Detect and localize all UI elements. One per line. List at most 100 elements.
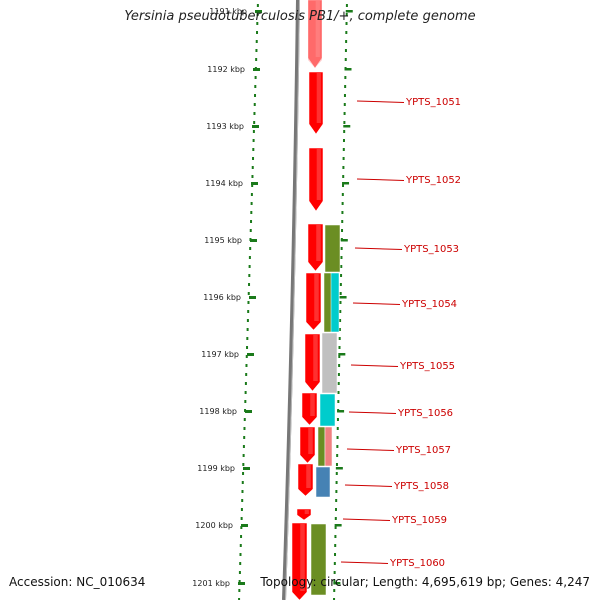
- cds-shading: [310, 394, 315, 416]
- cds-shading: [316, 149, 321, 200]
- ring-dot: [334, 535, 337, 538]
- cds-feature: [308, 71, 324, 135]
- gene-label: YPTS_1057: [395, 445, 451, 456]
- ruler-tick-label: 1198 kbp: [199, 407, 237, 416]
- ring-dot: [241, 499, 244, 502]
- gene-leader-line: [344, 484, 393, 487]
- ring-dot: [343, 121, 346, 124]
- inner-dotted-ring: [333, 4, 348, 600]
- ring-dot: [334, 508, 337, 511]
- ruler-tick: [243, 467, 250, 470]
- ruler-tick: [245, 410, 252, 413]
- ring-dot: [339, 301, 342, 304]
- ring-dot: [337, 400, 340, 403]
- ring-dot: [336, 427, 339, 430]
- inner-ruler-tick: [334, 524, 342, 527]
- ring-dot: [256, 22, 259, 25]
- inner-ruler-tick: [344, 68, 352, 71]
- cds-feature: [305, 272, 322, 331]
- ring-dot: [340, 256, 343, 259]
- ruler-tick-label: 1200 kbp: [195, 521, 233, 530]
- ring-dot: [238, 598, 241, 600]
- ring-dot: [335, 463, 338, 466]
- cog-track: [310, 224, 341, 596]
- ring-dot: [339, 283, 342, 286]
- ring-dot: [334, 517, 337, 520]
- ring-dot: [241, 490, 244, 493]
- ring-dot: [250, 220, 253, 223]
- ring-dot: [247, 292, 250, 295]
- gene-leader-line: [354, 247, 403, 250]
- inner-ruler-tick: [333, 582, 341, 585]
- ring-dot: [244, 400, 247, 403]
- ring-dot: [254, 85, 257, 88]
- ruler-tick-label: 1197 kbp: [201, 350, 239, 359]
- ring-dot: [252, 157, 255, 160]
- ring-dot: [244, 391, 247, 394]
- cds-track: [291, 0, 324, 600]
- ring-dot: [343, 130, 346, 133]
- backbone-highlight: [285, 0, 300, 600]
- ruler-tick: [251, 182, 258, 185]
- genome-summary: Topology: circular; Length: 4,695,619 bp…: [260, 575, 590, 589]
- ring-dot: [248, 274, 251, 277]
- ring-dot: [250, 202, 253, 205]
- ring-dot: [243, 418, 246, 421]
- ruler-tick: [250, 239, 257, 242]
- cds-shading: [316, 73, 321, 123]
- ring-dot: [343, 103, 346, 106]
- ring-dot: [256, 31, 259, 34]
- ring-dot: [245, 364, 248, 367]
- ring-dot: [335, 499, 338, 502]
- ring-dot: [243, 436, 246, 439]
- ring-dot: [342, 175, 345, 178]
- ring-dot: [252, 148, 255, 151]
- ruler-tick: [253, 68, 260, 71]
- ring-dot: [334, 553, 337, 556]
- ring-dot: [337, 373, 340, 376]
- ring-dot: [342, 166, 345, 169]
- cog-feature: [315, 466, 331, 498]
- gene-leader-line: [348, 411, 397, 414]
- ring-dot: [338, 346, 341, 349]
- inner-ruler-tick: [337, 410, 345, 413]
- ring-dot: [338, 328, 341, 331]
- cds-feature: [299, 426, 316, 464]
- inner-ruler-tick: [343, 125, 351, 128]
- ruler-tick: [255, 10, 262, 13]
- ruler: 1191 kbp 1192 kbp 1193 kbp 1194 kbp 1195 kbp…: [192, 7, 353, 588]
- cog-feature: [310, 523, 327, 596]
- ring-dot: [256, 13, 259, 16]
- ring-dot: [340, 274, 343, 277]
- ring-dot: [338, 337, 341, 340]
- ring-dot: [336, 418, 339, 421]
- ring-dot: [239, 562, 242, 565]
- inner-ruler-tick: [340, 239, 348, 242]
- ring-dot: [253, 121, 256, 124]
- gene-label: YPTS_1054: [401, 299, 457, 310]
- ring-dot: [250, 193, 253, 196]
- ring-dot: [340, 265, 343, 268]
- ring-dot: [343, 94, 346, 97]
- ring-dot: [252, 130, 255, 133]
- inner-ruler-tick: [335, 467, 343, 470]
- gene-leader-line: [356, 100, 405, 103]
- ring-dot: [344, 85, 347, 88]
- ring-dot: [345, 40, 348, 43]
- ring-dot: [334, 526, 337, 529]
- ruler-tick: [249, 296, 256, 299]
- gene-labels: YPTS_1051 YPTS_1052 YPTS_1053 YPTS_1054 YPTS…: [340, 97, 461, 569]
- ring-dot: [239, 544, 242, 547]
- ruler-tick-label: 1192 kbp: [207, 65, 245, 74]
- inner-ruler-tick: [339, 296, 347, 299]
- ring-dot: [246, 319, 249, 322]
- ring-dot: [245, 355, 248, 358]
- outer-dotted-ring: [238, 4, 259, 600]
- ring-dot: [339, 310, 342, 313]
- ring-dot: [240, 508, 243, 511]
- ring-dot: [333, 571, 336, 574]
- ring-dot: [335, 472, 338, 475]
- map-title: Yersinia pseudotuberculosis PB1/+, compl…: [124, 9, 476, 24]
- cds-shading: [300, 524, 305, 591]
- cds-feature: [308, 147, 324, 212]
